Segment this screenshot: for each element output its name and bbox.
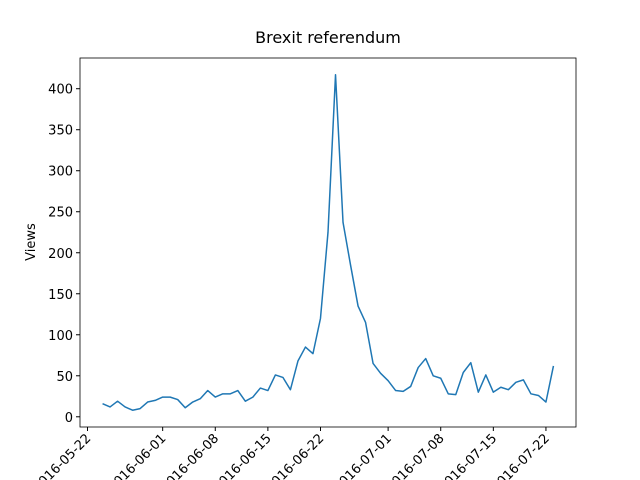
y-tick-label: 50 xyxy=(56,370,73,385)
y-tick-label: 300 xyxy=(48,165,73,180)
data-line xyxy=(102,74,555,411)
x-tick-label: 2016-06-15 xyxy=(211,431,275,480)
y-axis-label: Views xyxy=(24,223,39,261)
x-tick-label: 2016-07-08 xyxy=(384,431,448,480)
plot-frame xyxy=(79,57,577,428)
x-tick-label: 2016-05-22 xyxy=(30,431,94,480)
x-tick-label: 2016-06-01 xyxy=(105,431,169,480)
y-tick-label: 400 xyxy=(48,83,73,98)
x-tick-label: 2016-07-15 xyxy=(436,431,500,480)
y-tick-label: 0 xyxy=(65,411,73,426)
y-tick-label: 350 xyxy=(48,124,73,139)
y-tick-label: 150 xyxy=(48,288,73,303)
chart-title: Brexit referendum xyxy=(255,28,401,47)
y-tick-label: 250 xyxy=(48,206,73,221)
x-tick-label: 2016-06-08 xyxy=(158,431,222,480)
y-tick-label: 100 xyxy=(48,329,73,344)
x-tick-label: 2016-07-01 xyxy=(331,431,395,480)
x-tick-label: 2016-07-22 xyxy=(489,431,553,480)
x-tick-label: 2016-06-22 xyxy=(263,431,327,480)
y-tick-label: 200 xyxy=(48,247,73,262)
